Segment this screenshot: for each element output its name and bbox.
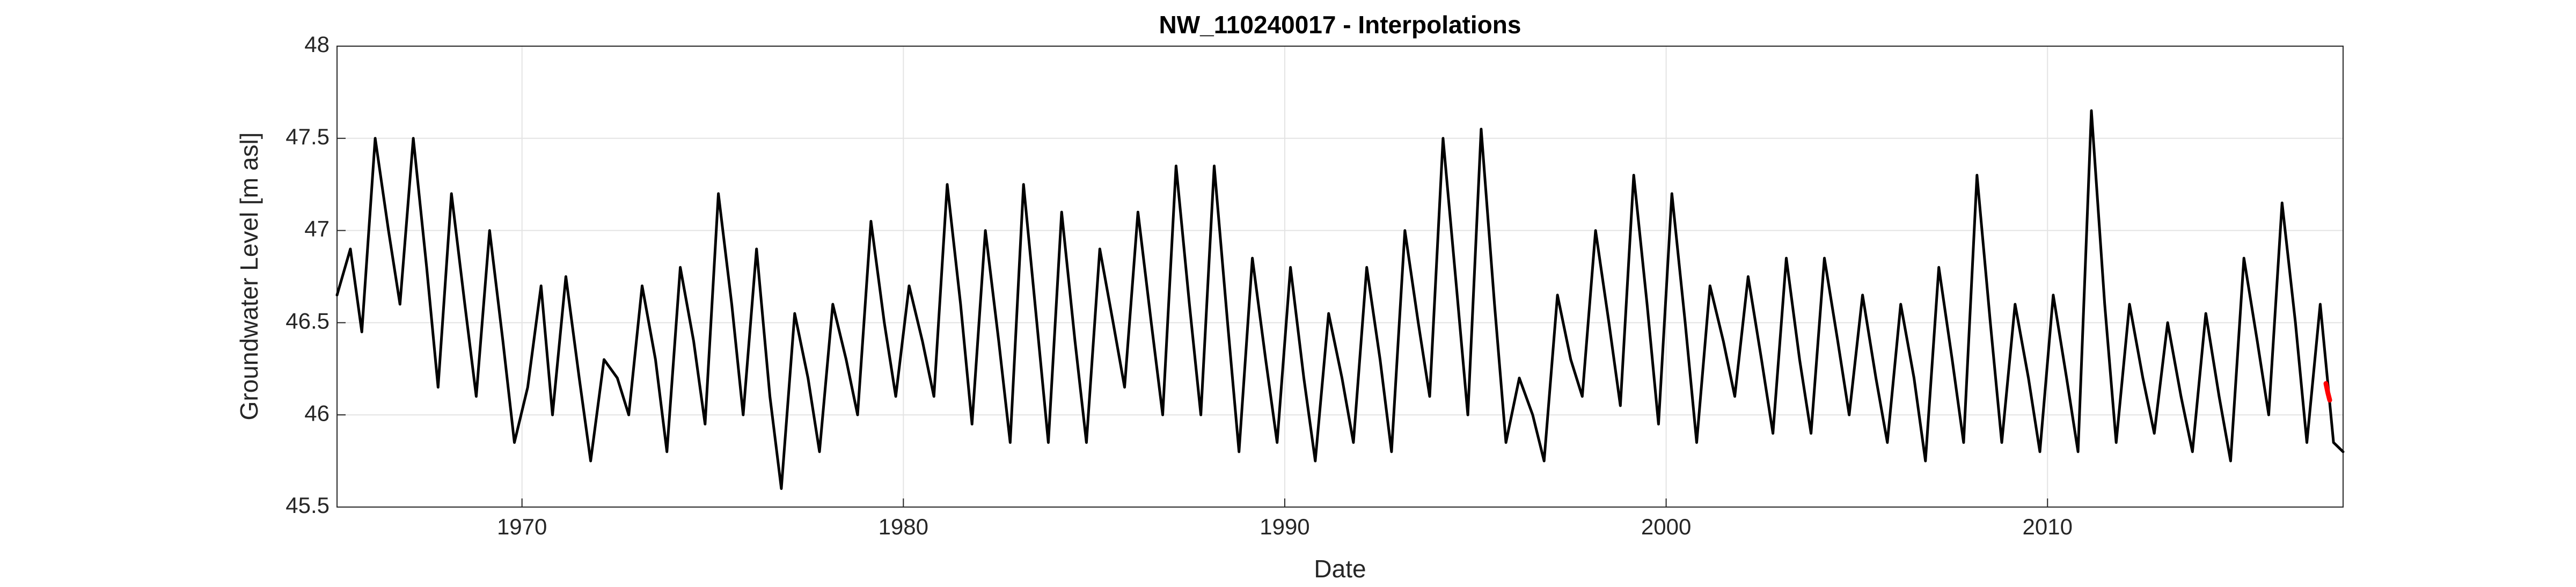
x-tick-label: 1990 — [1260, 514, 1309, 539]
x-tick-label: 2010 — [2023, 514, 2073, 539]
data-line — [2323, 381, 2332, 403]
x-tick-label: 1980 — [879, 514, 928, 539]
y-tick-label: 47.5 — [286, 124, 330, 149]
chart-title: NW_110240017 - Interpolations — [1159, 11, 1521, 39]
y-tick-label: 46.5 — [286, 308, 330, 333]
y-tick-label: 47 — [304, 216, 330, 241]
x-axis-label: Date — [1314, 555, 1366, 583]
y-tick-label: 45.5 — [286, 493, 330, 518]
x-tick-label: 2000 — [1641, 514, 1691, 539]
data-line — [335, 109, 2345, 490]
y-tick-label: 46 — [304, 400, 330, 425]
y-tick-label: 48 — [304, 32, 330, 57]
axes-box — [336, 46, 2344, 508]
x-tick-label: 1970 — [497, 514, 547, 539]
y-axis-label: Groundwater Level [m asl] — [235, 133, 263, 421]
